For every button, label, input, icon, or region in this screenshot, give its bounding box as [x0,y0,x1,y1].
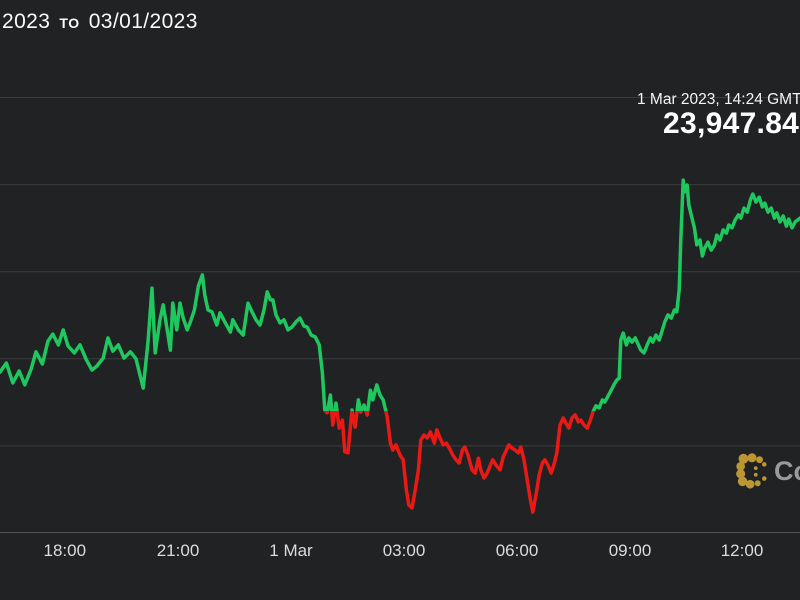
quote-timestamp: 1 Mar 2023, 14:24 GMT+ [637,91,800,108]
x-tick-label: 1 Mar [269,541,313,560]
x-tick-label: 03:00 [382,541,426,560]
date-range-end: 03/01/2023 [88,10,198,33]
x-tick-label: 09:00 [608,541,652,560]
x-tick-label: 21:00 [156,541,200,560]
date-range-separator: TO [59,15,80,31]
x-tick-label: 12:00 [720,541,764,560]
price-line-below-open [323,411,596,514]
date-range: 2023 TO 03/01/2023 [2,10,198,34]
quote-price: 23,947.84 [663,107,800,140]
price-line-above-open [0,178,800,412]
gridlines [0,97,800,447]
x-axis-labels: 18:00 21:00 1 Mar 03:00 06:00 09:00 12:00 [0,541,800,567]
coindesk-logo-text: Co [774,455,800,486]
x-tick-label: 06:00 [495,541,539,560]
price-chart [0,97,800,533]
x-tick-label: 18:00 [43,541,87,560]
coindesk-watermark: Co [735,452,800,490]
coindesk-logo-icon [736,453,767,489]
date-range-start: 2023 [2,10,51,33]
